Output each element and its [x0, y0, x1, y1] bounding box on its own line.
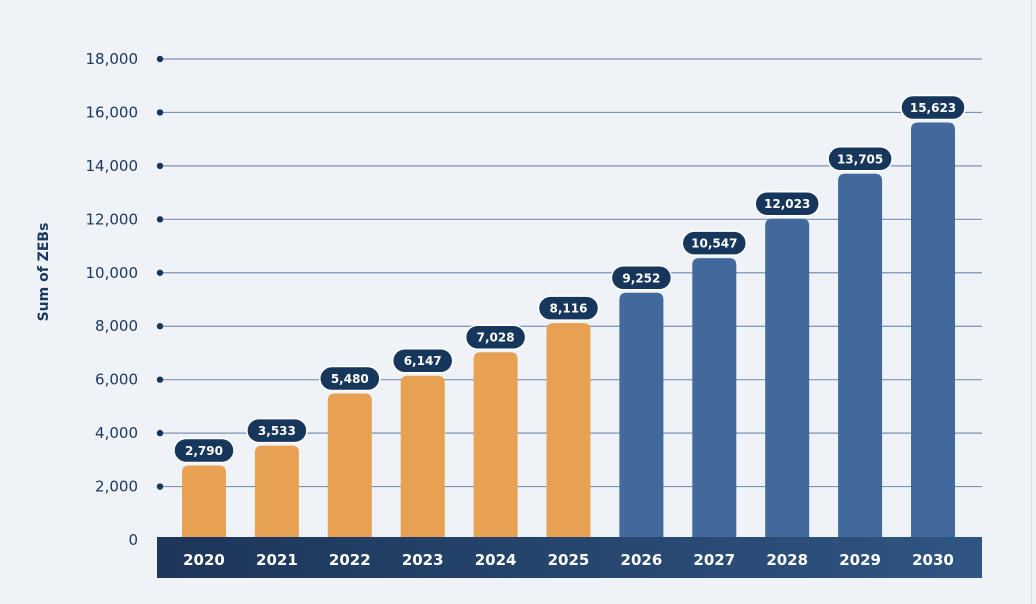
y-tick-label: 16,000 — [86, 103, 139, 121]
value-label: 6,147 — [404, 354, 442, 368]
y-tick-label: 8,000 — [95, 317, 138, 335]
value-label-pill — [319, 365, 381, 392]
value-label: 7,028 — [477, 331, 515, 345]
value-label-pill — [246, 417, 308, 444]
x-tick-label: 2025 — [548, 551, 590, 569]
gridline-dot — [156, 483, 164, 490]
bar-2020 — [182, 465, 226, 537]
gridline-dot — [156, 323, 164, 330]
x-tick-label: 2027 — [693, 551, 735, 569]
gridline-dot — [156, 216, 164, 223]
gridline-dot — [156, 109, 164, 116]
value-label: 15,623 — [910, 101, 956, 115]
bar-2027 — [692, 258, 737, 537]
value-label: 12,023 — [764, 197, 810, 211]
gridline-dot — [156, 376, 164, 383]
x-tick-label: 2029 — [839, 551, 881, 569]
bar-2023 — [400, 375, 445, 537]
bar-2030 — [911, 122, 955, 537]
value-labels: 2,790 3,533 5,480 6,147 7,028 8,116 9,252 10,54… — [173, 94, 966, 464]
value-label-pill — [681, 230, 748, 256]
value-label-pill — [173, 437, 235, 464]
value-label: 9,252 — [622, 271, 660, 285]
value-label: 3,533 — [258, 424, 296, 438]
x-axis-band — [157, 537, 982, 578]
bar-2026 — [619, 292, 664, 537]
y-tick-label: 14,000 — [86, 157, 139, 175]
x-tick-label: 2023 — [402, 551, 444, 569]
x-tick-label: 2028 — [766, 551, 808, 569]
value-label-pill — [464, 324, 527, 350]
x-tick-label: 2026 — [621, 551, 663, 569]
y-axis-ticks: 0 2,000 4,000 6,000 8,000 10,000 12,000 14,000 1… — [86, 50, 139, 549]
bar-2021 — [254, 445, 299, 537]
value-label: 8,116 — [550, 302, 588, 316]
bar-2025 — [546, 323, 591, 537]
x-tick-label: 2022 — [329, 551, 371, 569]
x-tick-label: 2024 — [475, 551, 517, 569]
gridline-dot — [156, 429, 164, 437]
x-tick-label: 2030 — [912, 551, 954, 569]
value-label-pill — [827, 146, 893, 172]
y-tick-label: 12,000 — [86, 210, 139, 228]
bar-2029 — [838, 173, 883, 537]
value-label: 5,480 — [331, 372, 369, 386]
value-label-pill — [610, 265, 673, 291]
x-tick-label: 2020 — [183, 551, 225, 569]
value-label: 2,790 — [185, 444, 223, 458]
x-axis-ticks: 2020 2021 2022 2023 2024 2025 2026 2027 2028 2029… — [183, 551, 954, 569]
value-label-pill — [900, 94, 966, 121]
value-label-pill — [537, 295, 600, 321]
y-tick-label: 10,000 — [86, 264, 139, 282]
bar-2028 — [765, 218, 810, 537]
gridline-dot — [156, 162, 164, 170]
y-tick-label: 2,000 — [95, 478, 138, 496]
y-tick-label: 18,000 — [86, 50, 139, 68]
y-tick-label: 6,000 — [95, 371, 138, 389]
value-label: 10,547 — [691, 237, 737, 251]
gridline-dot — [156, 269, 164, 276]
bar-2024 — [473, 352, 518, 537]
value-label-pill — [754, 190, 820, 217]
value-label: 13,705 — [837, 152, 883, 166]
y-tick-label: 4,000 — [95, 424, 138, 442]
value-label-pill — [391, 347, 454, 374]
bars — [182, 122, 955, 537]
y-tick-label: 0 — [128, 531, 138, 549]
gridline-dot — [156, 55, 164, 63]
x-tick-label: 2021 — [256, 551, 298, 569]
bar-2022 — [327, 393, 372, 537]
